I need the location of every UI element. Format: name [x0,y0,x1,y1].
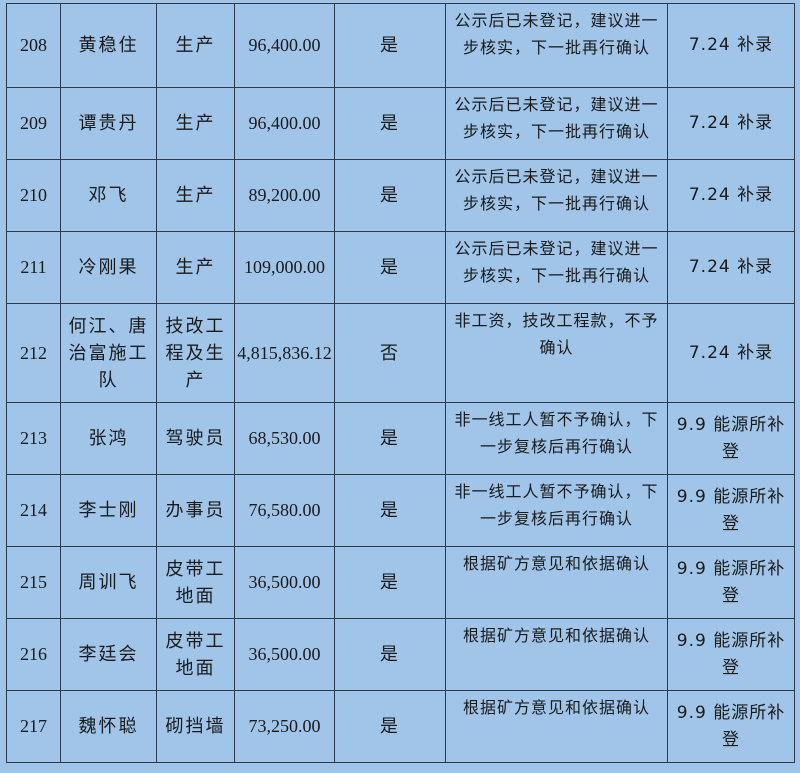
job-cell: 生产 [156,159,235,232]
job-cell: 皮带工地面 [156,618,235,691]
confirmed-cell: 是 [334,3,446,88]
name-cell: 何江、唐治富施工队 [60,303,157,403]
remark-cell: 非工资，技改工程款，不予确认 [445,303,668,403]
amount-cell: 73,250.00 [234,690,335,763]
amount-cell: 76,580.00 [234,474,335,547]
note-cell: 7.24 补录 [667,303,795,403]
confirmed-cell: 是 [334,402,446,475]
note-cell: 7.24 补录 [667,3,795,88]
note-cell: 9.9 能源所补登 [667,690,795,763]
row-number: 208 [6,3,61,88]
name-cell: 冷刚果 [60,231,157,304]
remark-cell: 公示后已未登记，建议进一步核实，下一批再行确认 [445,87,668,160]
job-cell: 技改工程及生产 [156,303,235,403]
note-cell: 7.24 补录 [667,231,795,304]
name-cell: 邓飞 [60,159,157,232]
table-row: 213 张鸿 驾驶员 68,530.00 是非一线工人暂不予确认，下一步复核后再行确认 9… [6,402,795,475]
table-row: 212 何江、唐治富施工队 技改工程及生产 4,815,836.12 否非工资，技改工程… [6,303,795,403]
job-cell: 砌挡墙 [156,690,235,763]
amount-cell: 96,400.00 [234,3,335,88]
remark-cell: 根据矿方意见和依据确认 [445,618,668,691]
amount-cell: 4,815,836.12 [234,303,335,403]
note-cell: 7.24 补录 [667,159,795,232]
row-number: 217 [6,690,61,763]
row-number: 215 [6,546,61,619]
job-cell: 生产 [156,231,235,304]
table-row: 210 邓飞 生产 89,200.00 是公示后已未登记，建议进一步核实，下一批再行确认… [6,159,795,232]
table-row: 208 黄稳住 生产 96,400.00 是公示后已未登记，建议进一步核实，下一批再行确… [6,3,795,88]
confirmed-cell: 否 [334,303,446,403]
name-cell: 谭贵丹 [60,87,157,160]
name-cell: 周训飞 [60,546,157,619]
row-number: 216 [6,618,61,691]
row-number: 213 [6,402,61,475]
name-cell: 魏怀聪 [60,690,157,763]
remark-cell: 公示后已未登记，建议进一步核实，下一批再行确认 [445,231,668,304]
confirmed-cell: 是 [334,474,446,547]
remark-cell: 公示后已未登记，建议进一步核实，下一批再行确认 [445,159,668,232]
records-table: 208 黄稳住 生产 96,400.00 是公示后已未登记，建议进一步核实，下一批再行确… [6,3,795,763]
note-cell: 7.24 补录 [667,87,795,160]
confirmed-cell: 是 [334,87,446,160]
name-cell: 李廷会 [60,618,157,691]
confirmed-cell: 是 [334,690,446,763]
name-cell: 李士刚 [60,474,157,547]
table-row: 216 李廷会 皮带工地面 36,500.00 是根据矿方意见和依据确认 9.9 能源所补… [6,618,795,691]
job-cell: 生产 [156,87,235,160]
remark-cell: 根据矿方意见和依据确认 [445,546,668,619]
table-row: 209 谭贵丹 生产 96,400.00 是公示后已未登记，建议进一步核实，下一批再行确… [6,87,795,160]
table-row: 217 魏怀聪 砌挡墙 73,250.00 是根据矿方意见和依据确认 9.9 能源所补登 [6,690,795,763]
confirmed-cell: 是 [334,546,446,619]
job-cell: 生产 [156,3,235,88]
job-cell: 皮带工地面 [156,546,235,619]
job-cell: 办事员 [156,474,235,547]
remark-cell: 公示后已未登记，建议进一步核实，下一批再行确认 [445,3,668,88]
table-row: 215 周训飞 皮带工地面 36,500.00 是根据矿方意见和依据确认 9.9 能源所补… [6,546,795,619]
table-row: 214 李士刚 办事员 76,580.00 是非一线工人暂不予确认，下一步复核后再行确认… [6,474,795,547]
note-cell: 9.9 能源所补登 [667,474,795,547]
row-number: 210 [6,159,61,232]
confirmed-cell: 是 [334,159,446,232]
confirmed-cell: 是 [334,231,446,304]
amount-cell: 96,400.00 [234,87,335,160]
name-cell: 黄稳住 [60,3,157,88]
row-number: 212 [6,303,61,403]
confirmed-cell: 是 [334,618,446,691]
row-number: 209 [6,87,61,160]
note-cell: 9.9 能源所补登 [667,546,795,619]
row-number: 211 [6,231,61,304]
amount-cell: 89,200.00 [234,159,335,232]
table-row: 211 冷刚果 生产 109,000.00 是公示后已未登记，建议进一步核实，下一批再行… [6,231,795,304]
amount-cell: 36,500.00 [234,546,335,619]
amount-cell: 36,500.00 [234,618,335,691]
remark-cell: 根据矿方意见和依据确认 [445,690,668,763]
row-number: 214 [6,474,61,547]
note-cell: 9.9 能源所补登 [667,618,795,691]
note-cell: 9.9 能源所补登 [667,402,795,475]
amount-cell: 109,000.00 [234,231,335,304]
remark-cell: 非一线工人暂不予确认，下一步复核后再行确认 [445,474,668,547]
job-cell: 驾驶员 [156,402,235,475]
remark-cell: 非一线工人暂不予确认，下一步复核后再行确认 [445,402,668,475]
amount-cell: 68,530.00 [234,402,335,475]
name-cell: 张鸿 [60,402,157,475]
